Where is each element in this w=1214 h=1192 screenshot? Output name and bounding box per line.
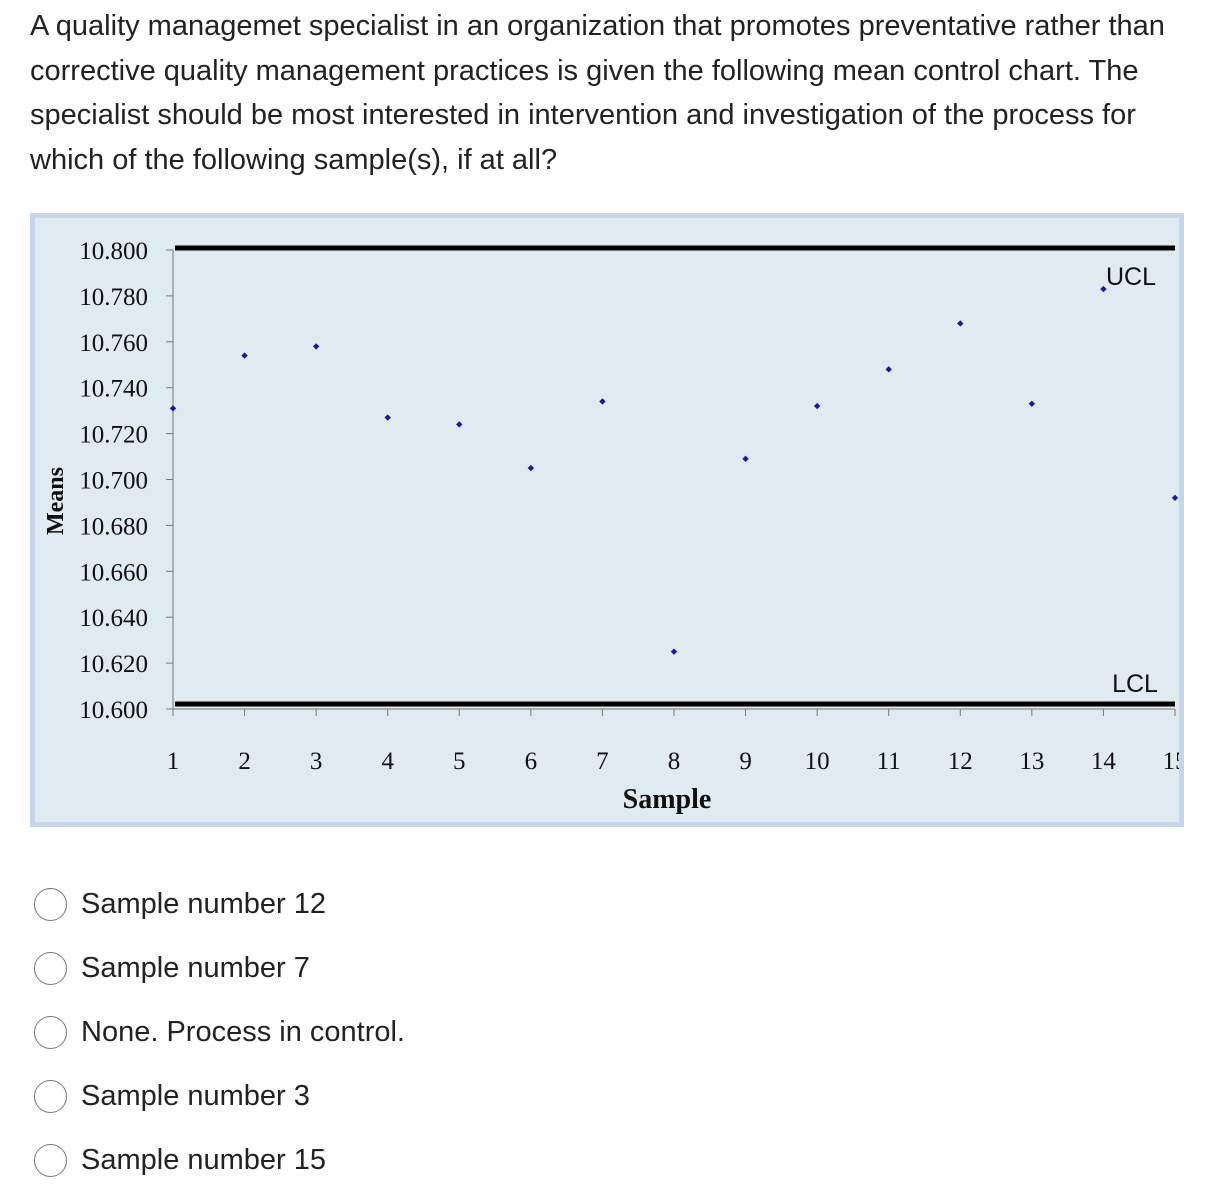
ucl-label: UCL (1106, 263, 1156, 291)
x-tick-label: 10 (805, 748, 830, 775)
option-5[interactable]: Sample number 15 (34, 1128, 405, 1192)
data-point (312, 343, 320, 350)
x-tick-label: 14 (1091, 748, 1117, 775)
y-tick-label: 10.780 (79, 284, 148, 311)
data-point (1171, 494, 1179, 502)
data-point (527, 464, 535, 472)
option-label: Sample number 12 (81, 887, 327, 920)
option-4[interactable]: Sample number 3 (34, 1064, 405, 1128)
data-point (599, 398, 606, 405)
question-text: A quality managemet specialist in an org… (30, 10, 1165, 176)
y-tick-label: 10.620 (79, 651, 148, 678)
radio-button[interactable] (34, 887, 67, 921)
option-label: Sample number 15 (81, 1143, 327, 1176)
data-point (384, 414, 391, 421)
x-tick-label: 2 (238, 748, 251, 775)
option-label: Sample number 7 (81, 951, 310, 984)
data-point (813, 402, 821, 410)
data-point (241, 352, 248, 359)
data-point (456, 421, 463, 428)
y-tick-label: 10.760 (79, 330, 148, 357)
x-tick-label: 12 (948, 748, 973, 775)
option-2[interactable]: Sample number 7 (34, 936, 405, 1000)
y-axis-title: Means (43, 467, 69, 535)
x-tick-label: 7 (596, 748, 609, 775)
option-label: None. Process in control. (81, 1015, 405, 1048)
y-tick-label: 10.720 (79, 422, 148, 449)
x-tick-label: 6 (525, 748, 538, 775)
x-tick-label: 15 (1163, 748, 1180, 775)
lcl-label: LCL (1112, 670, 1158, 698)
x-tick-label: 3 (310, 748, 323, 775)
x-axis-title: Sample (623, 784, 712, 815)
radio-button[interactable] (34, 951, 67, 985)
y-tick-label: 10.740 (79, 376, 148, 403)
data-point (1028, 400, 1036, 407)
y-tick-label: 10.800 (79, 238, 148, 265)
y-tick-label: 10.600 (79, 697, 148, 724)
x-tick-label: 11 (877, 748, 901, 775)
radio-button[interactable] (34, 1015, 67, 1049)
y-tick-label: 10.680 (79, 513, 148, 540)
x-tick-label: 4 (381, 748, 394, 775)
option-label: Sample number 3 (81, 1079, 310, 1112)
x-tick-label: 13 (1019, 748, 1044, 775)
radio-button[interactable] (34, 1079, 67, 1113)
x-tick-label: 5 (453, 748, 466, 775)
option-3[interactable]: None. Process in control. (34, 1000, 405, 1064)
data-point (670, 648, 678, 655)
radio-button[interactable] (34, 1143, 67, 1177)
y-tick-label: 10.640 (79, 605, 148, 632)
x-tick-label: 9 (739, 748, 752, 775)
control-chart: 10.800 10.780 10.760 10.740 10.720 10.700 10.6… (30, 213, 1184, 827)
x-tick-label: 1 (167, 748, 180, 775)
y-tick-label: 10.700 (79, 468, 148, 495)
x-tick-label: 8 (668, 748, 681, 775)
data-point (957, 320, 964, 327)
y-tick-label: 10.660 (79, 559, 148, 586)
data-point (885, 366, 892, 373)
answer-options: Sample number 12 Sample number 7 None. P… (34, 872, 405, 1192)
option-1[interactable]: Sample number 12 (34, 872, 405, 936)
data-point (1100, 285, 1107, 293)
data-point (742, 455, 749, 463)
chart-svg: 10.800 10.780 10.760 10.740 10.720 10.700 10.6… (43, 238, 1180, 815)
data-point (169, 405, 177, 412)
